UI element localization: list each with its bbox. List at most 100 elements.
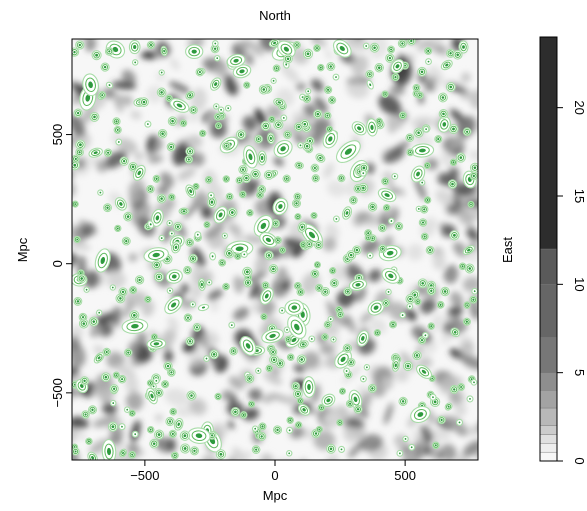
contour-middle [173, 100, 186, 111]
density-blob [412, 430, 425, 446]
contour-core [280, 146, 286, 152]
density-blob [386, 116, 404, 129]
density-blob [182, 199, 202, 220]
contour-middle [199, 280, 205, 289]
contour-middle [314, 45, 320, 51]
contour-core [103, 65, 107, 69]
density-blob [289, 426, 305, 439]
contour-core [324, 290, 327, 293]
contour-core [381, 226, 384, 229]
contour-core [437, 138, 440, 141]
contour-core [168, 420, 172, 423]
density-blob [125, 391, 144, 411]
density-blob [410, 116, 436, 129]
contour-middle [77, 141, 84, 148]
contour-middle [161, 47, 167, 55]
contour-core [171, 302, 177, 308]
contour-core [329, 447, 333, 451]
density-blob [78, 219, 98, 235]
contour-middle [181, 432, 189, 440]
contour-core [429, 284, 433, 287]
contour-core [101, 94, 104, 97]
contour-core [269, 333, 276, 338]
density-blob [314, 96, 328, 114]
density-blob [128, 253, 138, 262]
contour-core [341, 390, 344, 393]
contour-core [212, 353, 216, 356]
contour-middle [120, 288, 126, 295]
contour-core [78, 151, 81, 154]
contour-core [452, 233, 456, 237]
density-blob [364, 215, 379, 229]
contour-core [305, 144, 309, 148]
contour-middle [242, 339, 254, 353]
density-blob [440, 443, 457, 460]
contour-core [182, 122, 185, 125]
contour-core [119, 202, 123, 206]
contour-core [262, 88, 266, 91]
contour-core [408, 136, 411, 139]
contour-core [425, 128, 427, 131]
contour-middle [337, 353, 349, 366]
contour-core [263, 315, 265, 318]
contour-core [126, 215, 130, 218]
contour-middle [97, 252, 108, 269]
contour-core [92, 320, 96, 323]
contour-core [449, 85, 453, 89]
contour-middle [438, 302, 444, 308]
contour-middle [153, 261, 160, 269]
contour-middle [415, 145, 430, 156]
contour-core [188, 150, 192, 153]
contour-core [187, 158, 190, 161]
contour-middle [255, 136, 262, 142]
contour-middle [265, 171, 273, 179]
contour-core [473, 166, 477, 170]
colorbar-tick-label: 15 [572, 189, 587, 203]
contour-middle [422, 233, 428, 240]
contour-middle [460, 263, 466, 269]
contour-core [460, 386, 463, 388]
contour-middle [104, 443, 114, 460]
density-blob [209, 120, 227, 139]
contour-middle [418, 68, 426, 75]
density-blob [420, 297, 437, 314]
contour-core [398, 452, 401, 455]
contour-core [176, 103, 183, 108]
contour-core [329, 318, 332, 321]
contour-core [269, 136, 272, 140]
contour-core [121, 290, 125, 294]
density-blob [104, 150, 127, 169]
contour-middle [419, 337, 425, 344]
density-blob [72, 425, 88, 441]
contour-middle [470, 173, 477, 179]
contour-middle [304, 95, 310, 102]
contour-core [216, 57, 219, 60]
contour-middle [406, 134, 413, 141]
contour-middle [277, 360, 284, 367]
density-blob [72, 252, 78, 267]
contour-core [473, 381, 475, 384]
contour-core [211, 255, 214, 258]
contour-middle [338, 175, 345, 181]
contour-middle [327, 63, 334, 70]
contour-core [97, 356, 101, 360]
contour-core [466, 304, 468, 307]
contour-middle [454, 51, 461, 58]
contour-middle [226, 250, 233, 257]
contour-middle [158, 195, 165, 202]
contour-core [328, 136, 333, 142]
contour-middle [352, 280, 364, 289]
density-blob [383, 148, 405, 164]
contour-core [305, 97, 308, 100]
contour-middle [162, 381, 168, 387]
contour-middle [180, 120, 186, 126]
x-axis-label: Mpc [263, 488, 288, 503]
contour-middle [304, 50, 312, 58]
contour-middle [284, 131, 291, 138]
contour-middle [151, 334, 157, 340]
contour-core [242, 413, 245, 416]
contour-middle [119, 376, 125, 383]
contour-core [418, 94, 421, 97]
contour-core [308, 243, 311, 246]
contour-middle [185, 314, 191, 321]
